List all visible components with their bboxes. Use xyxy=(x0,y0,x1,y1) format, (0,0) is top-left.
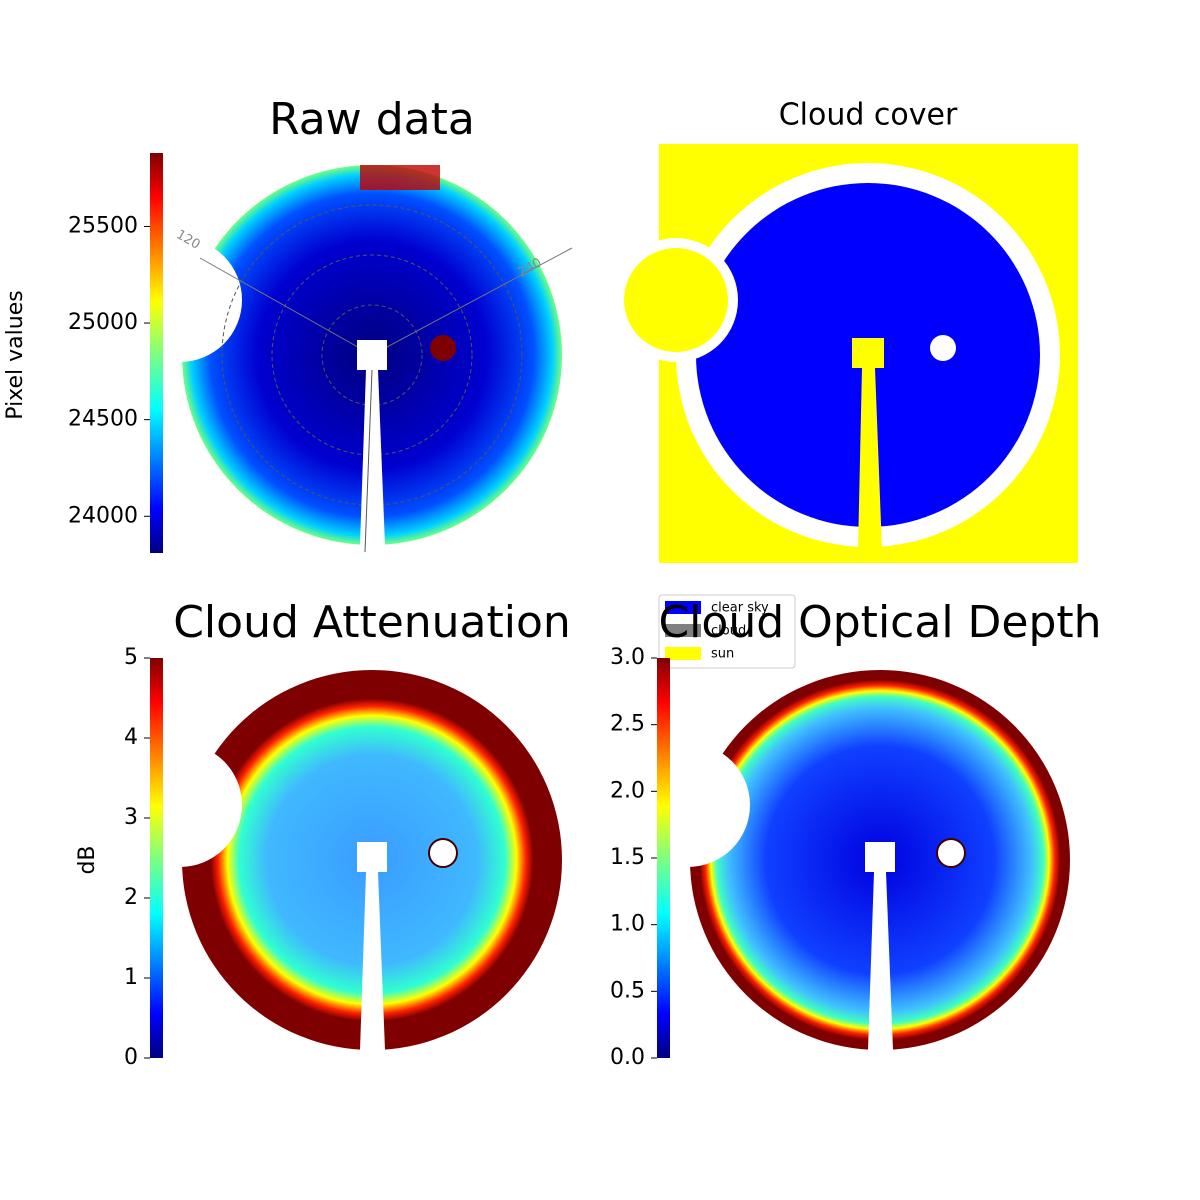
legend-label: cloud xyxy=(711,624,746,639)
cloud-cover-image xyxy=(614,144,1078,563)
raw-image xyxy=(118,165,573,553)
colorbar-tick-label: 24500 xyxy=(68,407,138,432)
colorbar-tick-label: 5 xyxy=(124,645,138,670)
colorbar-tick-label: 0.0 xyxy=(610,1045,645,1070)
legend-swatch xyxy=(665,624,701,637)
colorbar xyxy=(150,658,163,1058)
colorbar xyxy=(150,153,163,553)
panel-title: Cloud Attenuation xyxy=(173,597,571,648)
panel-title: Cloud Optical Depth xyxy=(658,597,1101,648)
colorbar-tick-label: 1.0 xyxy=(610,912,645,937)
colorbar-tick-label: 1 xyxy=(124,965,138,990)
colorbar-tick-label: 0.5 xyxy=(610,978,645,1003)
colorbar-tick-label: 1.5 xyxy=(610,845,645,870)
colorbar-label: Pixel values xyxy=(3,290,28,419)
legend-label: sun xyxy=(711,647,734,662)
colorbar-tick-label: 25000 xyxy=(68,310,138,335)
colorbar-tick-label: 0 xyxy=(124,1045,138,1070)
colorbar-label: dB xyxy=(75,845,100,874)
colorbar xyxy=(657,658,670,1058)
panel-title: Cloud cover xyxy=(779,98,958,133)
legend-label: clear sky xyxy=(711,601,769,616)
legend-swatch xyxy=(665,647,701,660)
panel-title: Raw data xyxy=(269,94,475,145)
legend-swatch xyxy=(665,601,701,614)
colorbar-tick-label: 24000 xyxy=(68,503,138,528)
colorbar-tick-label: 3.0 xyxy=(610,645,645,670)
colorbar-tick-label: 2.0 xyxy=(610,778,645,803)
colorbar-tick-label: 2 xyxy=(124,885,138,910)
colorbar-tick-label: 2.5 xyxy=(610,712,645,737)
attenuation-image xyxy=(118,670,562,1050)
colorbar-tick-label: 3 xyxy=(124,805,138,830)
colorbar-tick-label: 4 xyxy=(124,725,138,750)
colorbar-tick-label: 25500 xyxy=(68,213,138,238)
optical-depth-image xyxy=(626,670,1070,1050)
